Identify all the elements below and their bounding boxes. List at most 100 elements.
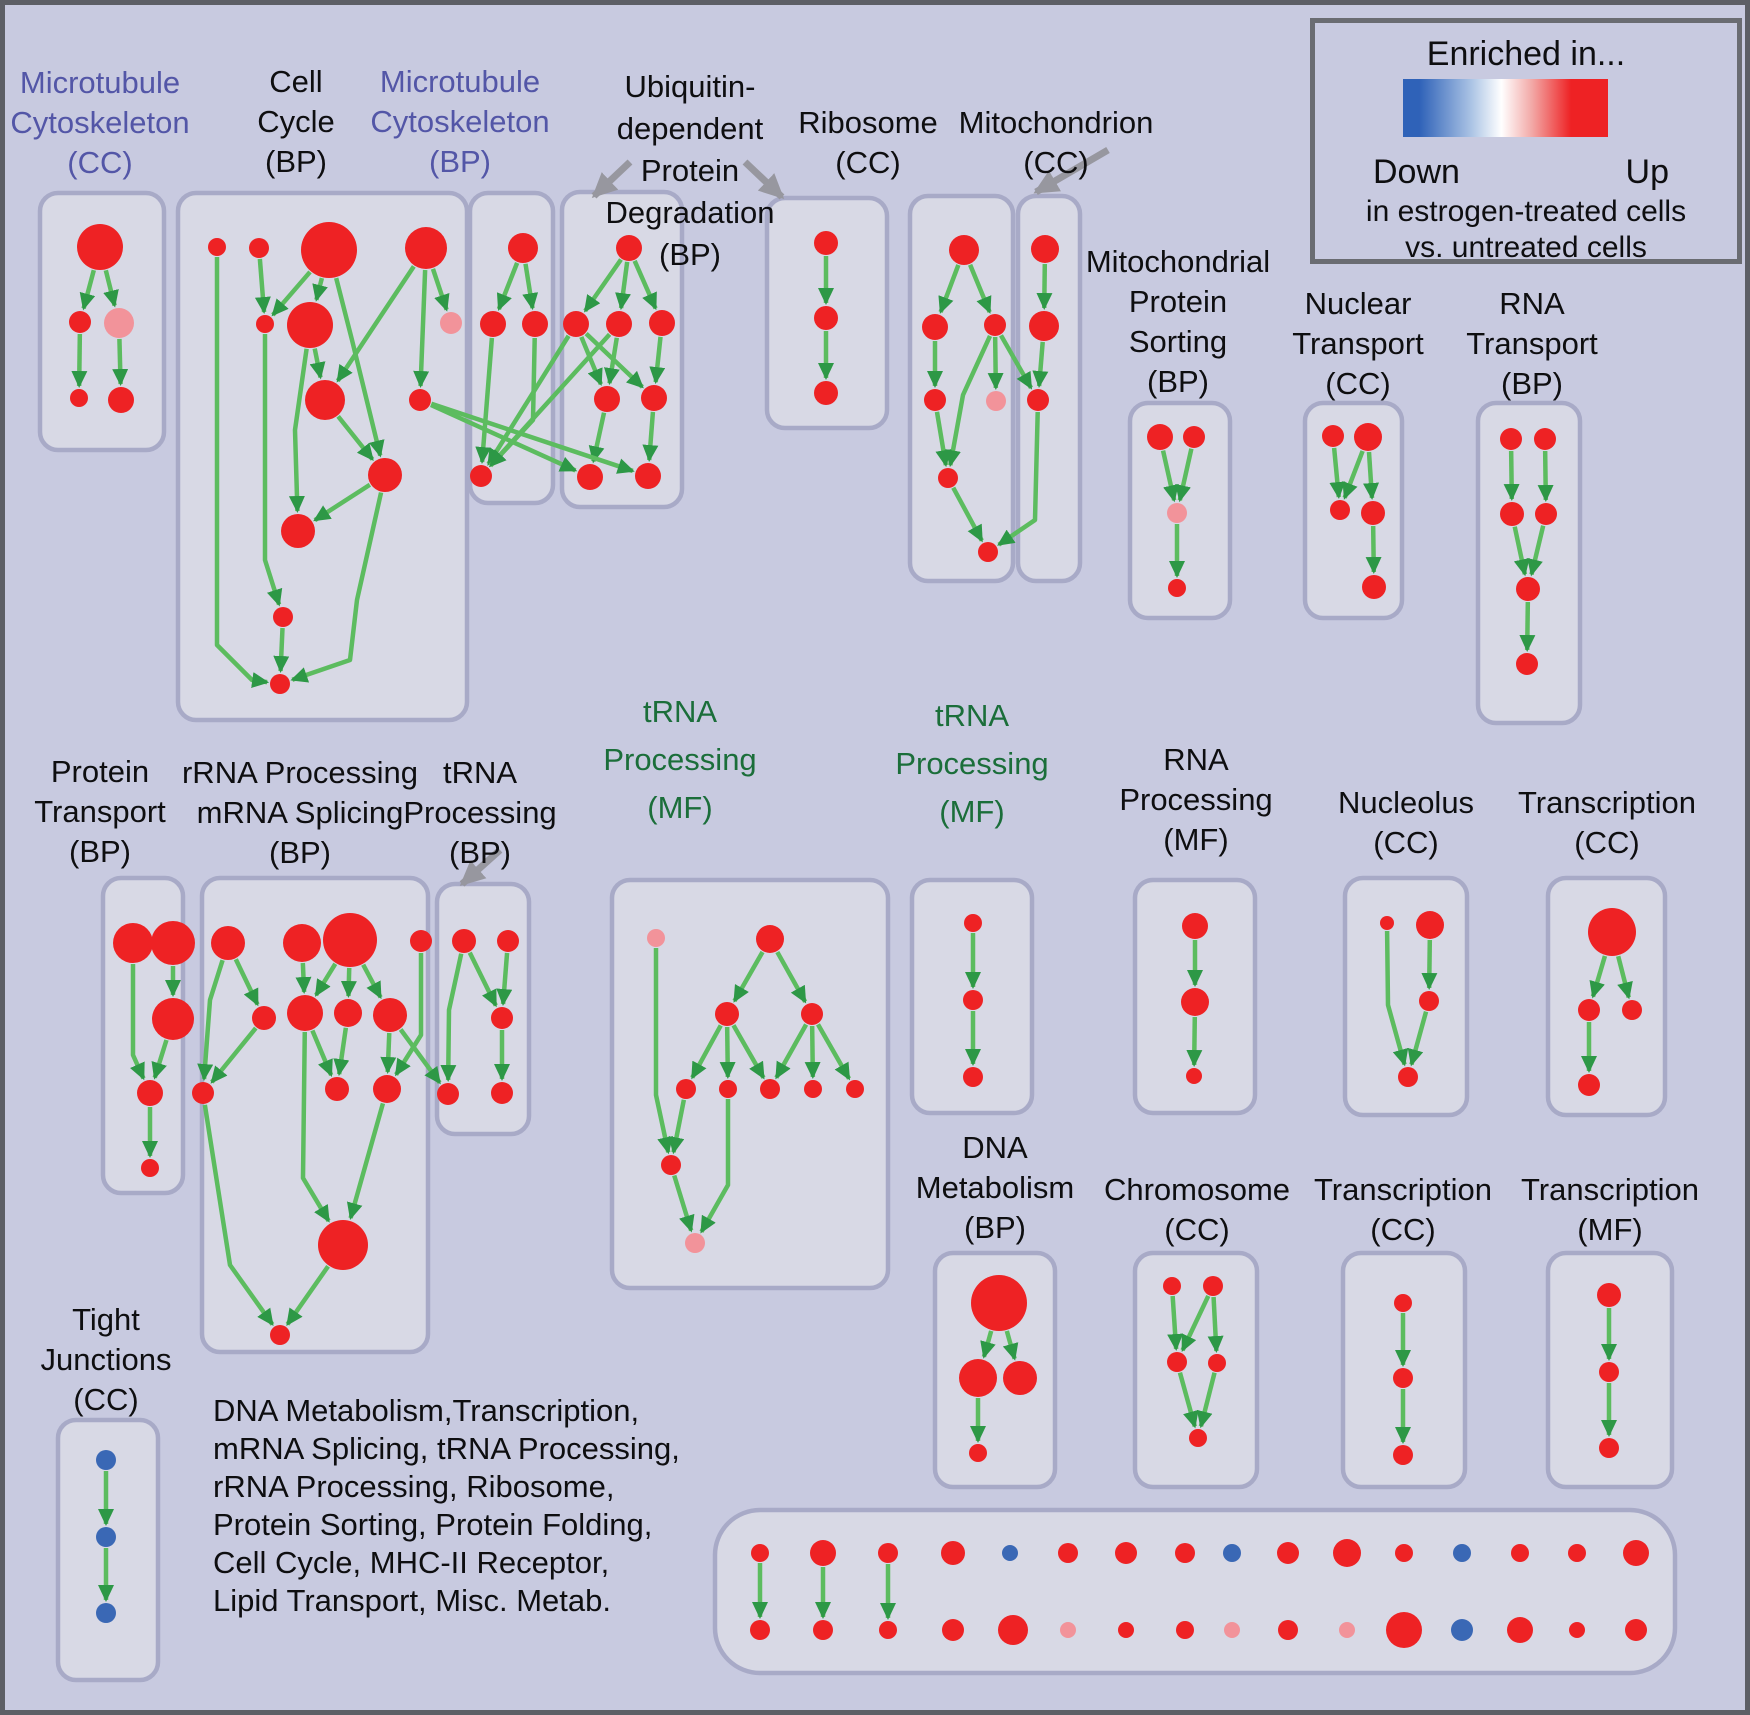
group-label-line: (CC): [67, 145, 133, 180]
group-label-line: (CC): [1325, 366, 1391, 401]
enrichment-edge: [945, 334, 993, 468]
enrichment-edge: [361, 963, 383, 1000]
group-label-chromosome-cc: Chromosome (CC): [1104, 1170, 1290, 1250]
go-term-node-red: [1163, 1277, 1181, 1295]
go-term-node-red: [249, 238, 269, 258]
go-term-node-red: [1186, 1068, 1202, 1084]
enrichment-edge: [999, 334, 1033, 390]
go-term-node-red: [270, 674, 290, 694]
enrichment-edge: [774, 1023, 809, 1080]
misc-text-line: mRNA Splicing, tRNA Processing,: [213, 1431, 680, 1466]
go-term-node-red: [941, 1541, 965, 1565]
misc-text-line: Lipid Transport, Misc. Metab.: [213, 1583, 611, 1618]
legend-up-label: Up: [1625, 153, 1669, 191]
group-box-nuclear-transport-cc: [1302, 400, 1405, 621]
go-term-node-red: [301, 222, 357, 278]
go-term-node-red: [480, 311, 506, 337]
go-term-node-red: [287, 995, 323, 1031]
go-term-node-red: [635, 463, 661, 489]
go-term-node-red: [273, 607, 293, 627]
enrichment-edge: [314, 962, 338, 997]
go-term-node-red: [287, 302, 333, 348]
enrichment-edge: [719, 1026, 736, 1080]
group-label-line: tRNA: [934, 698, 1010, 733]
group-label-ribosome-cc: Ribosome (CC): [798, 103, 938, 183]
group-label-line: Processing: [403, 795, 557, 830]
enrichment-edge: [285, 1265, 330, 1326]
go-term-node-red: [452, 929, 476, 953]
go-term-node-red: [1167, 1352, 1187, 1372]
group-label-line: Cytoskeleton: [370, 104, 550, 139]
go-term-node-red: [963, 990, 983, 1010]
go-term-node-pink: [986, 391, 1006, 411]
enrichment-edge: [668, 1099, 687, 1155]
enrichment-edge: [496, 952, 513, 1007]
enrichment-edge: [579, 336, 603, 387]
misc-text-line: Protein Sorting, Protein Folding,: [213, 1507, 653, 1542]
group-box-chromosome-cc: [1132, 1250, 1260, 1490]
enrichment-edge: [731, 1024, 766, 1080]
go-term-node-red: [998, 1615, 1028, 1645]
go-term-node-red: [325, 1077, 349, 1101]
go-term-node-red: [497, 930, 519, 952]
enrichment-edge: [130, 964, 146, 1081]
go-term-node-red: [137, 1080, 163, 1106]
go-term-node-red: [969, 1444, 987, 1462]
enrichment-edge: [1186, 1016, 1203, 1068]
go-term-node-red: [760, 1079, 780, 1099]
enrichment-edge: [430, 268, 450, 312]
go-term-node-red: [305, 380, 345, 420]
enrichment-edge: [584, 332, 644, 389]
enrichment-edge: [336, 414, 375, 461]
go-term-node-red: [1031, 235, 1059, 263]
go-term-node-red: [964, 914, 982, 932]
enrichment-edge: [1616, 955, 1633, 1000]
go-term-node-red: [70, 389, 88, 407]
enrichment-edge: [151, 1039, 169, 1080]
go-term-node-red: [256, 315, 274, 333]
go-term-node-red: [938, 468, 958, 488]
group-label-line: tRNA: [642, 694, 718, 729]
enrichment-edge: [938, 264, 961, 314]
group-label-mitochondrion-cc: Mitochondrion (CC): [959, 103, 1154, 183]
group-label-line: Mitochondrial: [1085, 244, 1271, 279]
group-label-line: Transport: [34, 794, 166, 829]
go-term-node-red: [1322, 425, 1344, 447]
group-label-line: Metabolism: [915, 1170, 1075, 1205]
go-term-node-red: [1516, 653, 1538, 675]
legend-subtitle-line1: in estrogen-treated cells: [1365, 195, 1687, 228]
group-label-line: (CC): [1373, 825, 1439, 860]
go-term-node-red: [924, 389, 946, 411]
enrichment-edge: [300, 1031, 331, 1223]
legend-color-scale-bar: [1403, 79, 1608, 137]
enrichment-edge: [1196, 1372, 1217, 1429]
go-term-node-red: [141, 1159, 159, 1177]
go-term-node-red: [1394, 1294, 1412, 1312]
go-term-node-red: [1569, 1622, 1585, 1638]
enrichment-edge: [210, 1026, 258, 1084]
go-term-node-red: [405, 227, 447, 269]
go-term-node-red: [1588, 908, 1636, 956]
go-term-node-red: [323, 913, 377, 967]
go-term-node-red: [373, 998, 407, 1032]
go-term-node-red: [1599, 1362, 1619, 1382]
enrichment-edge: [1175, 448, 1194, 503]
go-term-node-red: [1597, 1283, 1621, 1307]
go-term-node-red: [649, 310, 675, 336]
group-label-cell-cycle-bp: Cell Cycle (BP): [257, 62, 335, 182]
go-term-node-red: [151, 921, 195, 965]
go-term-node-red: [208, 238, 226, 256]
go-term-node-red: [1395, 1544, 1413, 1562]
enrichment-edge: [1180, 1294, 1211, 1353]
legend-down-label: Down: [1373, 153, 1460, 191]
go-term-node-red: [1393, 1368, 1413, 1388]
group-label-line: Nuclear: [1304, 286, 1412, 321]
go-term-node-red: [616, 235, 642, 261]
enrichment-edge: [475, 337, 495, 465]
go-term-node-pink: [1060, 1622, 1076, 1638]
group-label-line: Ribosome: [798, 105, 938, 140]
group-label-line: Transcription: [1517, 785, 1697, 820]
go-term-node-red: [846, 1080, 864, 1098]
enrichment-edge: [1167, 1295, 1184, 1352]
group-label-line: Cell: [269, 64, 323, 99]
